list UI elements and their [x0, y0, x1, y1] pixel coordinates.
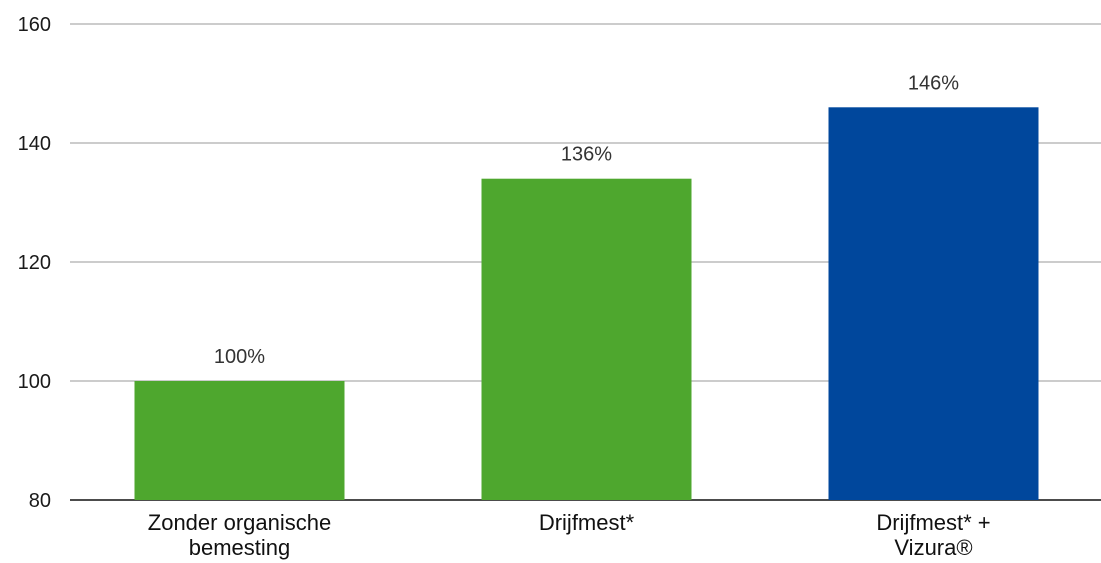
x-tick-label: bemesting — [189, 535, 291, 560]
bar — [481, 178, 692, 500]
y-tick-label: 160 — [18, 14, 51, 36]
bar — [134, 381, 345, 500]
y-axis-ticks: 80 100 120 140 160 — [18, 14, 51, 512]
bars — [134, 107, 1039, 501]
bar — [828, 107, 1039, 501]
x-tick-label: Vizura® — [894, 535, 972, 560]
x-tick-label: Drijfmest* + — [876, 510, 990, 535]
y-tick-label: 100 — [18, 371, 51, 393]
data-label: 146% — [908, 72, 959, 94]
x-tick-label: Drijfmest* — [539, 510, 635, 535]
y-tick-label: 80 — [29, 490, 51, 512]
y-tick-label: 120 — [18, 252, 51, 274]
y-tick-label: 140 — [18, 133, 51, 155]
x-tick-label: Zonder organische — [148, 510, 331, 535]
data-labels: 100% 136% 146% — [214, 72, 959, 368]
data-label: 100% — [214, 346, 265, 368]
data-label: 136% — [561, 144, 612, 166]
